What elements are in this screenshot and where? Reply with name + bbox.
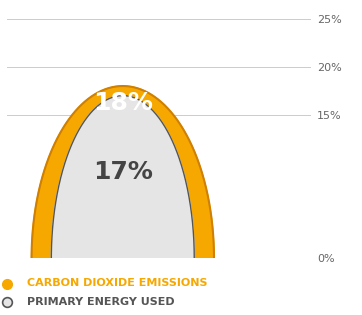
Polygon shape: [31, 86, 214, 258]
Polygon shape: [51, 95, 194, 258]
Text: 18%: 18%: [93, 91, 153, 115]
Text: 17%: 17%: [93, 160, 153, 184]
Text: CARBON DIOXIDE EMISSIONS: CARBON DIOXIDE EMISSIONS: [27, 278, 208, 289]
Text: PRIMARY ENERGY USED: PRIMARY ENERGY USED: [27, 297, 175, 307]
